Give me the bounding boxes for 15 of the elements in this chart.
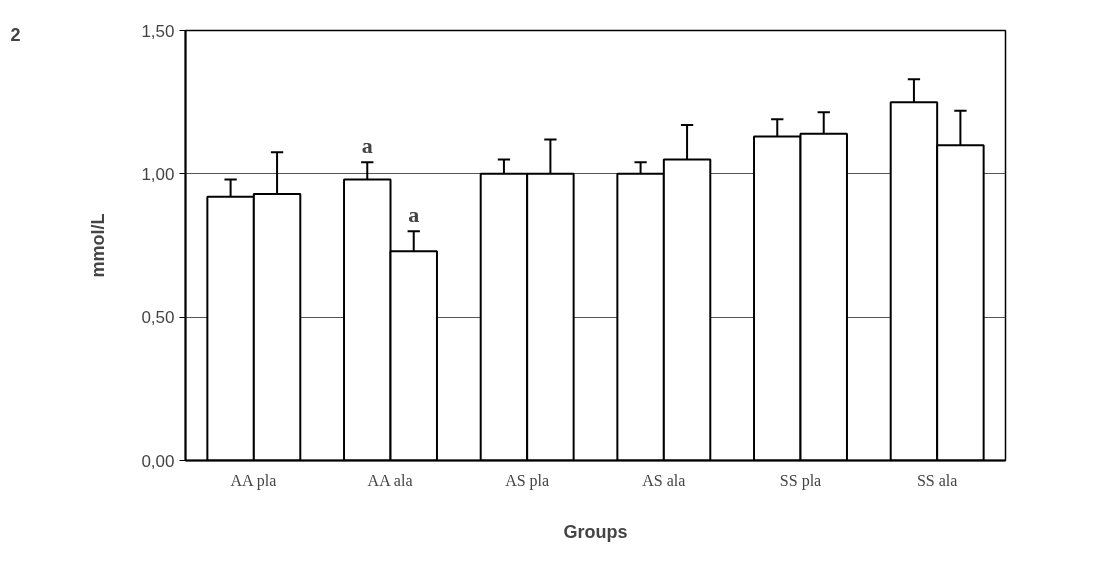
x-tick-label: AA ala: [367, 471, 413, 489]
text: 2: [10, 24, 21, 45]
y-tick-label: 1,00: [141, 164, 175, 184]
x-tick-label: AA pla: [230, 471, 277, 490]
y-axis-title: mmol/L: [88, 213, 109, 278]
annotation: a: [361, 133, 373, 159]
x-tick-label: AS ala: [642, 471, 686, 489]
x-tick-label: SS ala: [916, 471, 958, 489]
y-tick-label: 1,50: [141, 21, 175, 41]
x-tick-label: SS pla: [779, 471, 822, 490]
annotation: a: [408, 202, 420, 228]
y-tick-label: 0,00: [141, 451, 175, 471]
x-tick-label: AS pla: [505, 471, 550, 490]
y-tick-label: 0,50: [141, 308, 175, 328]
x-axis-title: Groups: [563, 521, 628, 542]
